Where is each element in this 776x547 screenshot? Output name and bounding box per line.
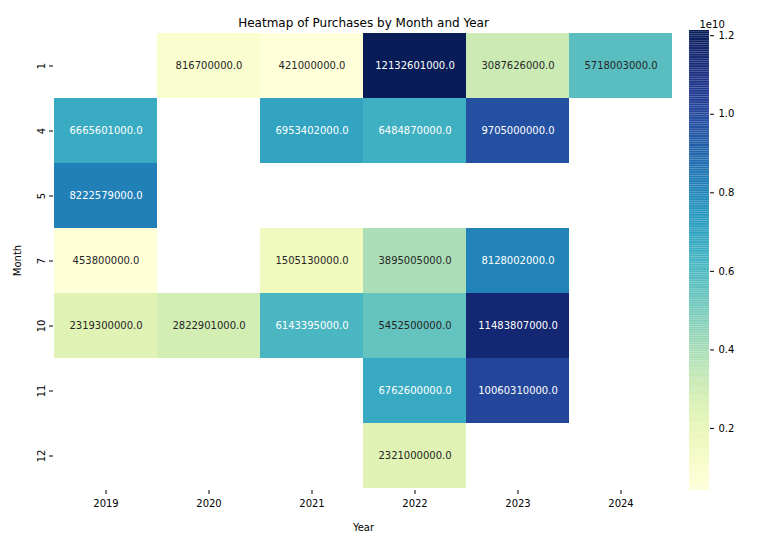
svg-text:2319300000.0: 2319300000.0 xyxy=(69,320,142,331)
svg-text:0.2: 0.2 xyxy=(719,423,735,434)
svg-text:6665601000.0: 6665601000.0 xyxy=(69,125,142,136)
svg-text:6143395000.0: 6143395000.0 xyxy=(275,320,348,331)
svg-text:1.2: 1.2 xyxy=(719,30,735,41)
svg-text:7: 7 xyxy=(36,258,47,264)
svg-text:2021: 2021 xyxy=(299,498,324,509)
svg-text:0.6: 0.6 xyxy=(719,266,735,277)
svg-text:5452500000.0: 5452500000.0 xyxy=(378,320,451,331)
svg-text:5: 5 xyxy=(36,193,47,199)
svg-text:4: 4 xyxy=(36,128,47,134)
svg-text:2020: 2020 xyxy=(196,498,221,509)
svg-text:3895005000.0: 3895005000.0 xyxy=(378,255,451,266)
svg-text:Month: Month xyxy=(12,245,23,276)
svg-text:0.8: 0.8 xyxy=(719,187,735,198)
svg-text:2022: 2022 xyxy=(402,498,427,509)
svg-text:1e10: 1e10 xyxy=(700,19,725,30)
svg-text:Year: Year xyxy=(352,522,375,533)
svg-text:2023: 2023 xyxy=(505,498,530,509)
svg-text:10060310000.0: 10060310000.0 xyxy=(478,385,558,396)
svg-text:8222579000.0: 8222579000.0 xyxy=(69,190,142,201)
svg-text:816700000.0: 816700000.0 xyxy=(176,60,243,71)
svg-text:9705000000.0: 9705000000.0 xyxy=(481,125,554,136)
svg-text:453800000.0: 453800000.0 xyxy=(73,255,140,266)
svg-text:0.4: 0.4 xyxy=(719,344,735,355)
svg-text:2822901000.0: 2822901000.0 xyxy=(172,320,245,331)
svg-text:6762600000.0: 6762600000.0 xyxy=(378,385,451,396)
svg-text:6484870000.0: 6484870000.0 xyxy=(378,125,451,136)
svg-text:2019: 2019 xyxy=(93,498,118,509)
svg-text:1: 1 xyxy=(36,63,47,69)
svg-text:2024: 2024 xyxy=(608,498,633,509)
svg-text:5718003000.0: 5718003000.0 xyxy=(584,60,657,71)
svg-text:8128002000.0: 8128002000.0 xyxy=(481,255,554,266)
svg-text:2321000000.0: 2321000000.0 xyxy=(378,450,451,461)
svg-text:11483807000.0: 11483807000.0 xyxy=(478,320,558,331)
svg-text:421000000.0: 421000000.0 xyxy=(279,60,346,71)
svg-text:12: 12 xyxy=(36,450,47,463)
svg-text:6953402000.0: 6953402000.0 xyxy=(275,125,348,136)
svg-text:1505130000.0: 1505130000.0 xyxy=(275,255,348,266)
svg-text:Heatmap of Purchases by Month: Heatmap of Purchases by Month and Year xyxy=(238,16,489,30)
svg-text:3087626000.0: 3087626000.0 xyxy=(481,60,554,71)
svg-text:10: 10 xyxy=(36,320,47,333)
svg-text:12132601000.0: 12132601000.0 xyxy=(375,60,455,71)
svg-text:1.0: 1.0 xyxy=(719,108,735,119)
svg-text:11: 11 xyxy=(36,385,47,398)
